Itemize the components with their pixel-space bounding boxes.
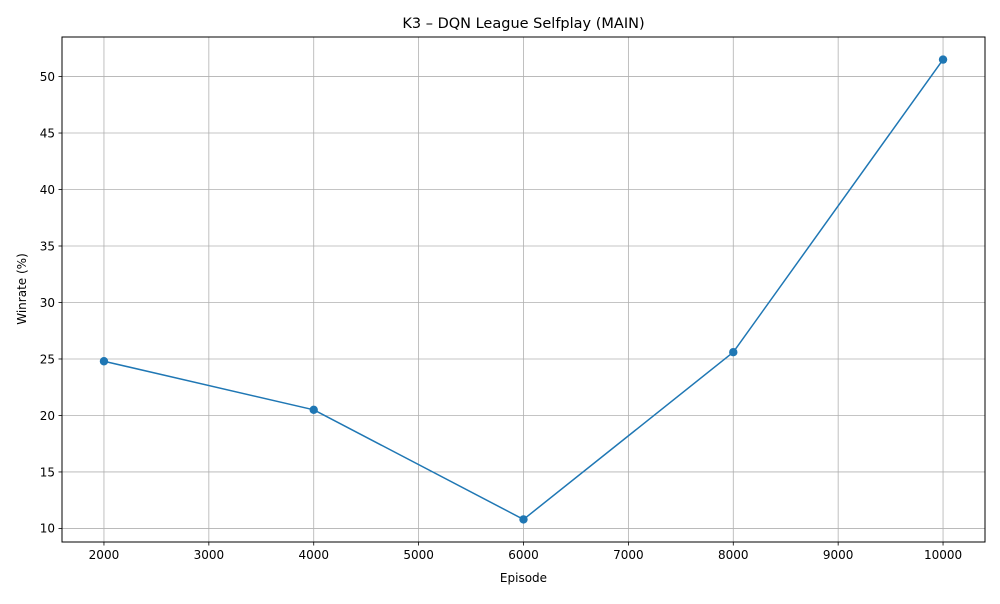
x-tick-label: 8000 bbox=[718, 548, 749, 562]
y-tick-label: 50 bbox=[40, 70, 55, 84]
data-point bbox=[309, 405, 318, 415]
x-tick-label: 5000 bbox=[403, 548, 434, 562]
data-point bbox=[729, 348, 738, 357]
data-point bbox=[938, 55, 948, 64]
axis-ticks: 2000 3000 4000 5000 6000 7000 8000 9000 10000 10 1… bbox=[40, 70, 962, 562]
x-tick-label: 6000 bbox=[508, 548, 539, 562]
x-tick-label: 2000 bbox=[89, 548, 120, 562]
chart-title: K3 – DQN League Selfplay (MAIN) bbox=[402, 16, 644, 32]
y-tick-label: 25 bbox=[40, 352, 55, 366]
x-tick-label: 7000 bbox=[613, 548, 644, 562]
y-tick-label: 10 bbox=[40, 522, 55, 536]
y-axis-label: Winrate (%) bbox=[15, 253, 29, 325]
data-point bbox=[519, 515, 528, 524]
data-point bbox=[99, 357, 109, 366]
data-series bbox=[99, 55, 948, 524]
grid-lines bbox=[62, 37, 985, 542]
x-tick-label: 10000 bbox=[924, 548, 962, 562]
x-tick-label: 3000 bbox=[194, 548, 225, 562]
y-tick-label: 40 bbox=[40, 183, 55, 197]
y-tick-label: 45 bbox=[40, 126, 55, 140]
y-tick-label: 30 bbox=[40, 296, 55, 310]
x-tick-label: 9000 bbox=[823, 548, 854, 562]
x-tick-label: 4000 bbox=[298, 548, 329, 562]
y-tick-label: 35 bbox=[40, 239, 55, 253]
y-tick-label: 15 bbox=[40, 465, 55, 479]
x-axis-label: Episode bbox=[500, 571, 547, 585]
y-tick-label: 20 bbox=[40, 409, 55, 423]
